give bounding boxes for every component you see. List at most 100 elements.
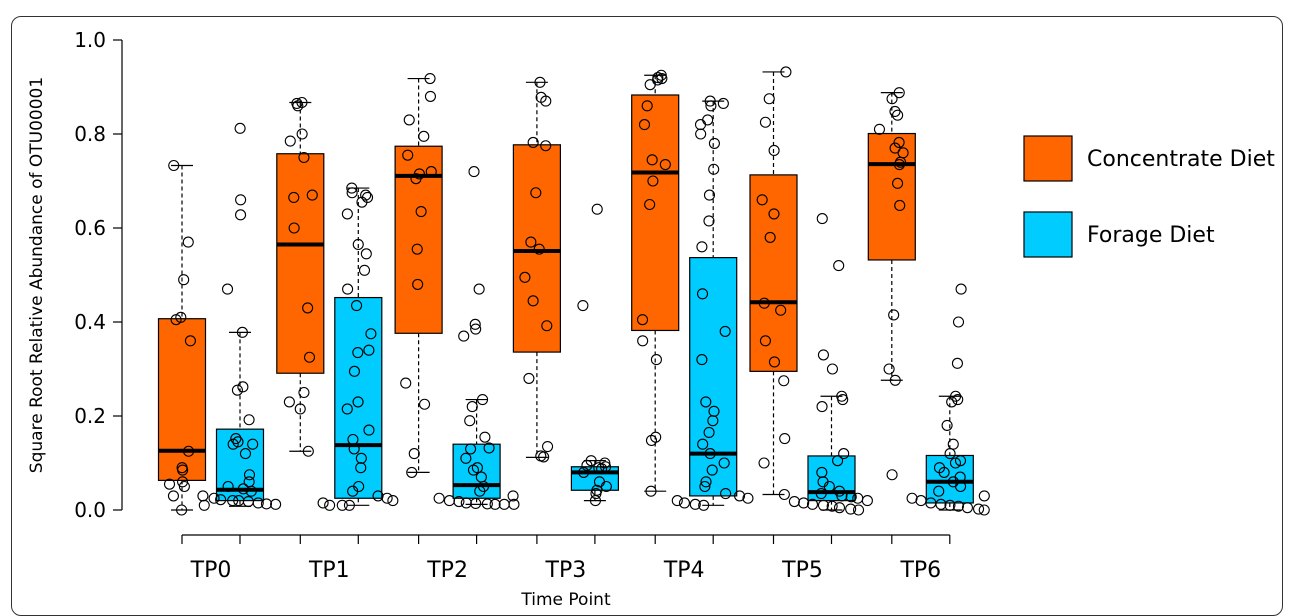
data-point [294, 403, 306, 415]
data-point [888, 309, 900, 321]
data-point [944, 448, 956, 460]
data-point [708, 137, 720, 149]
data-point [678, 497, 691, 509]
data-point [941, 419, 953, 431]
data-point [833, 260, 845, 272]
data-point [646, 154, 658, 166]
data-point [703, 189, 716, 201]
data-point [176, 504, 188, 516]
data-point [406, 466, 418, 478]
data-point [260, 498, 273, 510]
data-point [542, 440, 554, 453]
data-point [817, 499, 830, 511]
data-point [460, 452, 472, 464]
data-point [788, 495, 800, 508]
data-point [779, 433, 791, 445]
data-point [893, 136, 905, 149]
data-point [425, 166, 437, 178]
data-point [540, 140, 552, 152]
data-point [717, 97, 729, 109]
data-point [458, 330, 470, 342]
data-point [468, 166, 480, 178]
data-point [540, 95, 552, 107]
data-point [317, 497, 329, 509]
data-point [489, 498, 501, 510]
x-category-label: TP6 [899, 558, 941, 583]
data-point [707, 415, 719, 427]
data-point [348, 365, 360, 377]
data-point [288, 191, 300, 203]
y-tick-label: 0.0 [74, 498, 106, 522]
x-category-label: TP0 [190, 558, 232, 583]
data-point [197, 490, 209, 502]
data-point [889, 374, 901, 386]
data-point [221, 283, 234, 295]
data-point [341, 403, 353, 415]
data-point [778, 375, 790, 387]
data-point [581, 459, 593, 471]
legend-swatch [1023, 211, 1073, 258]
data-point [234, 122, 246, 134]
y-tick-label: 0.4 [74, 310, 106, 334]
data-point [168, 159, 180, 172]
x-category-label: TP4 [663, 558, 705, 583]
data-point [578, 466, 590, 478]
data-point [694, 119, 707, 131]
data-point [698, 499, 710, 511]
data-point [706, 464, 718, 476]
data-point [763, 93, 775, 105]
data-point [222, 480, 234, 493]
data-point [424, 90, 436, 102]
data-point [410, 173, 422, 185]
data-point [464, 415, 476, 427]
box [452, 443, 501, 499]
y-axis-title: Square Root Relative Abundance of OTU000… [27, 77, 47, 473]
data-point [893, 87, 905, 99]
data-point [756, 194, 768, 206]
data-point [952, 316, 965, 328]
data-point [365, 328, 377, 340]
data-point [298, 151, 310, 164]
data-point [355, 452, 367, 464]
data-point [886, 469, 898, 481]
data-point [636, 314, 649, 326]
data-point [718, 457, 730, 469]
data-point [893, 159, 905, 171]
data-point [886, 93, 898, 105]
data-point [183, 445, 195, 457]
data-point [470, 497, 482, 509]
data-point [208, 492, 220, 504]
data-point [768, 208, 780, 220]
data-point [837, 393, 849, 406]
data-point [198, 499, 210, 511]
data-point [645, 485, 657, 497]
box [925, 454, 974, 504]
data-point [527, 295, 539, 307]
data-point [235, 209, 247, 221]
data-point [182, 236, 194, 248]
data-point [645, 434, 658, 446]
data-point [955, 283, 967, 295]
data-point [403, 114, 415, 126]
data-point [978, 504, 990, 516]
y-tick-label: 1.0 [74, 28, 106, 52]
data-point [227, 495, 239, 507]
data-point [346, 182, 358, 194]
data-point [239, 448, 252, 460]
data-point [689, 498, 701, 510]
data-point [696, 241, 708, 253]
data-point [178, 480, 190, 493]
data-point [883, 363, 895, 375]
data-point [534, 76, 546, 88]
data-point [347, 485, 359, 497]
data-point [230, 433, 242, 445]
data-point [816, 213, 828, 225]
data-point [702, 114, 714, 126]
data-point [708, 163, 720, 175]
data-point [527, 136, 539, 149]
data-point [695, 128, 707, 140]
x-axis-title: Time Point [520, 590, 611, 610]
data-point [400, 377, 412, 389]
data-point [641, 100, 653, 112]
data-point [933, 485, 945, 497]
